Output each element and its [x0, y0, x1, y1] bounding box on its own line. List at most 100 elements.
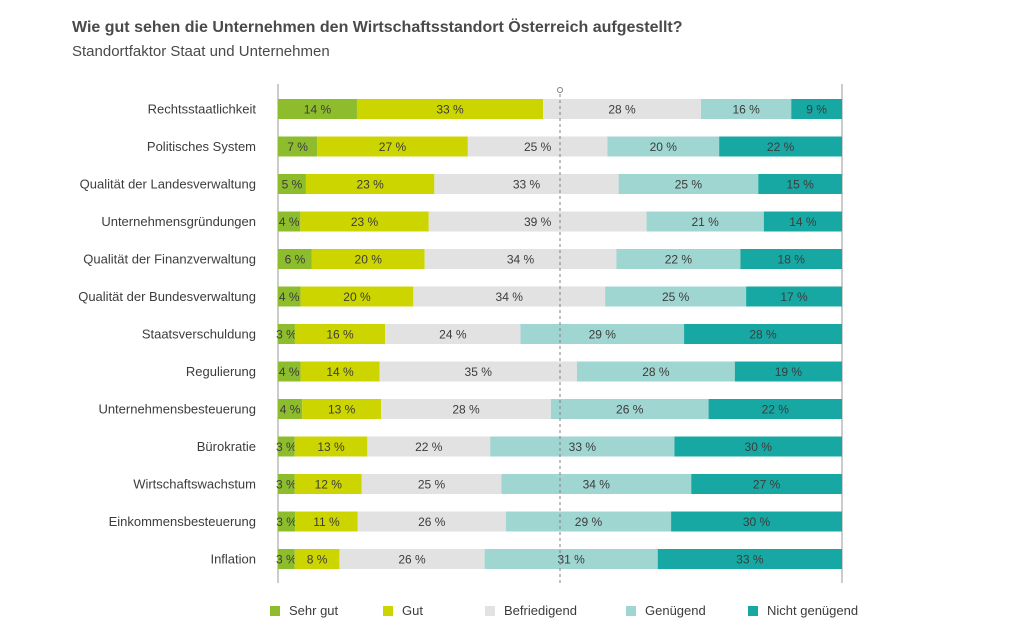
bar-segment-nicht_genuegend	[734, 361, 842, 382]
bar-segment-gut	[300, 361, 380, 382]
data-label: 14 %	[789, 215, 817, 229]
bar-segment-genuegend	[605, 286, 747, 307]
bar-segment-befriedigend	[424, 249, 617, 269]
bar-segment-gut	[300, 286, 414, 307]
bar-segment-genuegend	[576, 361, 735, 382]
bar-segment-befriedigend	[413, 286, 606, 307]
data-label: 9 %	[806, 103, 827, 117]
legend-swatch	[748, 605, 758, 616]
data-label: 3 %	[276, 553, 297, 567]
legend-item-gut: Gut	[383, 603, 423, 618]
category-label: Unternehmensgründungen	[101, 214, 256, 229]
bar-segment-befriedigend	[381, 399, 551, 419]
data-label: 26 %	[616, 403, 644, 417]
data-label: 6 %	[285, 253, 306, 267]
legend-item-befriedigend: Befriedigend	[485, 603, 577, 618]
data-label: 28 %	[642, 365, 670, 379]
legend-label: Genügend	[645, 603, 706, 618]
category-label: Qualität der Bundesverwaltung	[78, 289, 256, 304]
data-label: 20 %	[343, 290, 371, 304]
bar-segment-befriedigend	[428, 211, 647, 232]
data-label: 28 %	[452, 403, 480, 417]
data-label: 22 %	[415, 440, 443, 454]
data-label: 25 %	[524, 140, 552, 154]
data-label: 39 %	[524, 215, 552, 229]
data-label: 4 %	[279, 290, 300, 304]
bar-segment-gut	[311, 249, 425, 269]
data-label: 35 %	[465, 365, 493, 379]
chart-subtitle: Standortfaktor Staat und Unternehmen	[72, 43, 330, 60]
data-label: 18 %	[778, 253, 806, 267]
bar-segment-gut	[356, 99, 544, 119]
data-label: 8 %	[307, 553, 328, 567]
data-label: 27 %	[753, 478, 781, 492]
legend-label: Gut	[402, 603, 423, 618]
data-label: 4 %	[279, 215, 300, 229]
bar-segment-sehr_gut	[278, 549, 295, 569]
data-label: 3 %	[276, 478, 297, 492]
data-label: 34 %	[583, 478, 611, 492]
bar-segment-befriedigend	[379, 361, 577, 382]
legend-item-genuegend: Genügend	[626, 603, 706, 618]
bar-segment-genuegend	[505, 511, 672, 532]
chart-legend: Sehr gut Gut Befriedigend Genügend Nicht gen…	[270, 603, 870, 621]
data-label: 27 %	[379, 140, 407, 154]
data-label: 16 %	[326, 328, 354, 342]
bar-segment-nicht_genuegend	[691, 474, 842, 494]
data-label: 31 %	[557, 553, 585, 567]
bar-segment-nicht_genuegend	[719, 136, 842, 157]
bar-segment-sehr_gut	[278, 436, 295, 457]
category-label: Regulierung	[186, 364, 256, 379]
data-label: 14 %	[304, 103, 332, 117]
data-label: 33 %	[569, 440, 597, 454]
center-marker	[557, 87, 563, 93]
bar-segment-gut	[294, 474, 362, 494]
data-label: 26 %	[418, 515, 446, 529]
data-label: 33 %	[436, 103, 464, 117]
bar-segment-genuegend	[484, 549, 658, 569]
bar-segment-nicht_genuegend	[791, 99, 842, 119]
bar-segment-genuegend	[550, 399, 709, 419]
category-label: Inflation	[210, 552, 256, 567]
bar-segment-sehr_gut	[278, 511, 296, 532]
category-label: Wirtschaftswachstum	[133, 477, 256, 492]
legend-item-nicht_genuegend: Nicht genügend	[748, 603, 858, 618]
data-label: 22 %	[767, 140, 795, 154]
data-label: 22 %	[762, 403, 790, 417]
data-label: 12 %	[315, 478, 343, 492]
bar-segment-nicht_genuegend	[758, 174, 842, 194]
data-label: 3 %	[276, 515, 297, 529]
bar-segment-nicht_genuegend	[657, 549, 842, 569]
data-label: 13 %	[317, 440, 345, 454]
bar-segment-nicht_genuegend	[746, 286, 842, 307]
data-label: 20 %	[355, 253, 383, 267]
bar-segment-nicht_genuegend	[674, 436, 842, 457]
bar-segment-befriedigend	[357, 511, 506, 532]
category-label: Qualität der Finanzverwaltung	[83, 252, 256, 267]
data-label: 22 %	[665, 253, 693, 267]
bar-segment-sehr_gut	[278, 286, 301, 307]
bar-segment-sehr_gut	[278, 324, 295, 344]
legend-label: Nicht genügend	[767, 603, 859, 618]
legend-label: Sehr gut	[289, 603, 339, 618]
data-label: 24 %	[439, 328, 467, 342]
bar-segment-genuegend	[616, 249, 741, 269]
data-label: 29 %	[575, 515, 603, 529]
bar-segment-genuegend	[520, 324, 685, 344]
bar-segment-sehr_gut	[278, 361, 301, 382]
legend-swatch	[383, 605, 393, 616]
bar-segment-sehr_gut	[278, 211, 301, 232]
data-label: 20 %	[650, 140, 678, 154]
data-label: 21 %	[692, 215, 720, 229]
legend-swatch	[626, 605, 636, 616]
bar-segment-nicht_genuegend	[740, 249, 842, 269]
chart-title: Wie gut sehen die Unternehmen den Wirtsc…	[72, 19, 683, 36]
bar-segment-sehr_gut	[278, 174, 306, 194]
data-label: 23 %	[351, 215, 379, 229]
data-label: 28 %	[608, 103, 636, 117]
data-label: 25 %	[675, 178, 703, 192]
data-label: 3 %	[276, 440, 297, 454]
bar-segment-gut	[294, 549, 340, 569]
data-label: 19 %	[775, 365, 803, 379]
